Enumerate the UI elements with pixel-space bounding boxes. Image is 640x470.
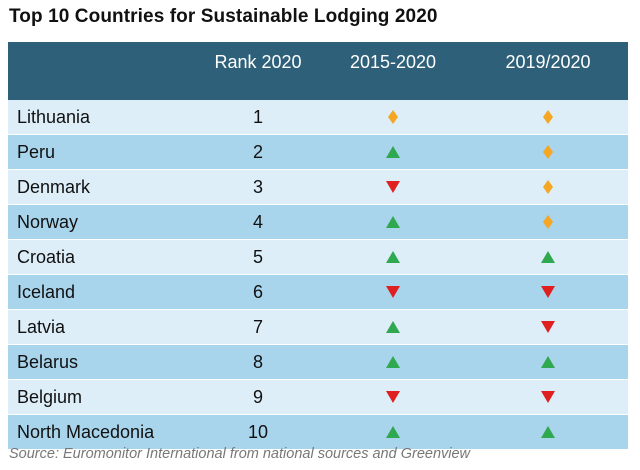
header-2015-2020: 2015-2020: [349, 52, 437, 72]
rank-cell: 6: [252, 281, 263, 302]
change-2015-2020-down-icon: [386, 391, 400, 403]
change-2015-2020-cell: [318, 424, 468, 440]
chart-title: Top 10 Countries for Sustainable Lodging…: [9, 6, 438, 27]
change-2019-2020-down-icon: [541, 321, 555, 333]
change-2015-2020-up-icon: [386, 216, 400, 228]
change-2019-2020-up-icon: [541, 426, 555, 438]
table-row: Denmark 3: [8, 169, 628, 204]
rank-cell: 5: [252, 246, 263, 267]
change-2015-2020-cell: [318, 319, 468, 335]
change-2019-2020-cell: [468, 284, 628, 300]
table-row: Latvia 7: [8, 309, 628, 344]
change-2019-2020-cell: [468, 424, 628, 440]
change-2019-2020-up-icon: [541, 356, 555, 368]
change-2019-2020-cell: [468, 354, 628, 370]
change-2019-2020-same-icon: [543, 215, 553, 229]
change-2019-2020-same-icon: [543, 145, 553, 159]
change-2015-2020-down-icon: [386, 286, 400, 298]
country-cell: Iceland: [17, 281, 76, 302]
table-body: Lithuania 1 Peru 2 Denmark 3 Norway 4 Croatia 5 Ic…: [8, 100, 628, 449]
rank-cell: 3: [252, 176, 263, 197]
change-2019-2020-cell: [468, 144, 628, 160]
change-2019-2020-same-icon: [543, 110, 553, 124]
change-2019-2020-down-icon: [541, 286, 555, 298]
table-row: Norway 4: [8, 204, 628, 239]
change-2015-2020-cell: [318, 284, 468, 300]
country-cell: Norway: [17, 211, 79, 232]
rank-cell: 1: [252, 106, 263, 127]
country-cell: Lithuania: [17, 106, 91, 127]
header-2019-2020: 2019/2020: [505, 52, 591, 72]
change-2015-2020-cell: [318, 214, 468, 230]
rank-cell: 10: [247, 421, 269, 442]
table-row: Belarus 8: [8, 344, 628, 379]
table-row: Iceland 6: [8, 274, 628, 309]
rank-cell: 8: [252, 351, 263, 372]
change-2015-2020-up-icon: [386, 251, 400, 263]
change-2015-2020-up-icon: [386, 146, 400, 158]
header-country: [8, 42, 198, 52]
change-2015-2020-same-icon: [388, 110, 398, 124]
source-note: Source: Euromonitor International from n…: [9, 446, 471, 462]
country-cell: Belgium: [17, 386, 83, 407]
table-header: Rank 2020 2015-2020 2019/2020: [8, 42, 628, 100]
change-2015-2020-up-icon: [386, 426, 400, 438]
table-row: Croatia 5: [8, 239, 628, 274]
rank-cell: 2: [252, 141, 263, 162]
change-2019-2020-cell: [468, 109, 628, 125]
change-2019-2020-cell: [468, 389, 628, 405]
change-2019-2020-cell: [468, 249, 628, 265]
country-cell: Denmark: [17, 176, 91, 197]
change-2015-2020-cell: [318, 109, 468, 125]
rank-cell: 9: [252, 386, 263, 407]
country-cell: Croatia: [17, 246, 76, 267]
table-row: Lithuania 1: [8, 100, 628, 134]
change-2015-2020-cell: [318, 389, 468, 405]
change-2015-2020-cell: [318, 249, 468, 265]
change-2019-2020-cell: [468, 319, 628, 335]
change-2019-2020-cell: [468, 214, 628, 230]
change-2015-2020-down-icon: [386, 181, 400, 193]
table-row: Belgium 9: [8, 379, 628, 414]
table-row: Peru 2: [8, 134, 628, 169]
change-2015-2020-cell: [318, 354, 468, 370]
country-cell: Belarus: [17, 351, 79, 372]
change-2015-2020-cell: [318, 144, 468, 160]
rank-cell: 4: [252, 211, 263, 232]
change-2019-2020-cell: [468, 179, 628, 195]
rank-cell: 7: [252, 316, 263, 337]
country-cell: Peru: [17, 141, 56, 162]
ranking-table: Rank 2020 2015-2020 2019/2020 Lithuania 1…: [8, 42, 628, 449]
change-2015-2020-up-icon: [386, 321, 400, 333]
country-cell: North Macedonia: [17, 421, 155, 442]
change-2015-2020-cell: [318, 179, 468, 195]
country-cell: Latvia: [17, 316, 66, 337]
change-2015-2020-up-icon: [386, 356, 400, 368]
change-2019-2020-same-icon: [543, 180, 553, 194]
change-2019-2020-up-icon: [541, 251, 555, 263]
header-rank: Rank 2020: [214, 52, 302, 72]
table-row: North Macedonia 10: [8, 414, 628, 449]
change-2019-2020-down-icon: [541, 391, 555, 403]
